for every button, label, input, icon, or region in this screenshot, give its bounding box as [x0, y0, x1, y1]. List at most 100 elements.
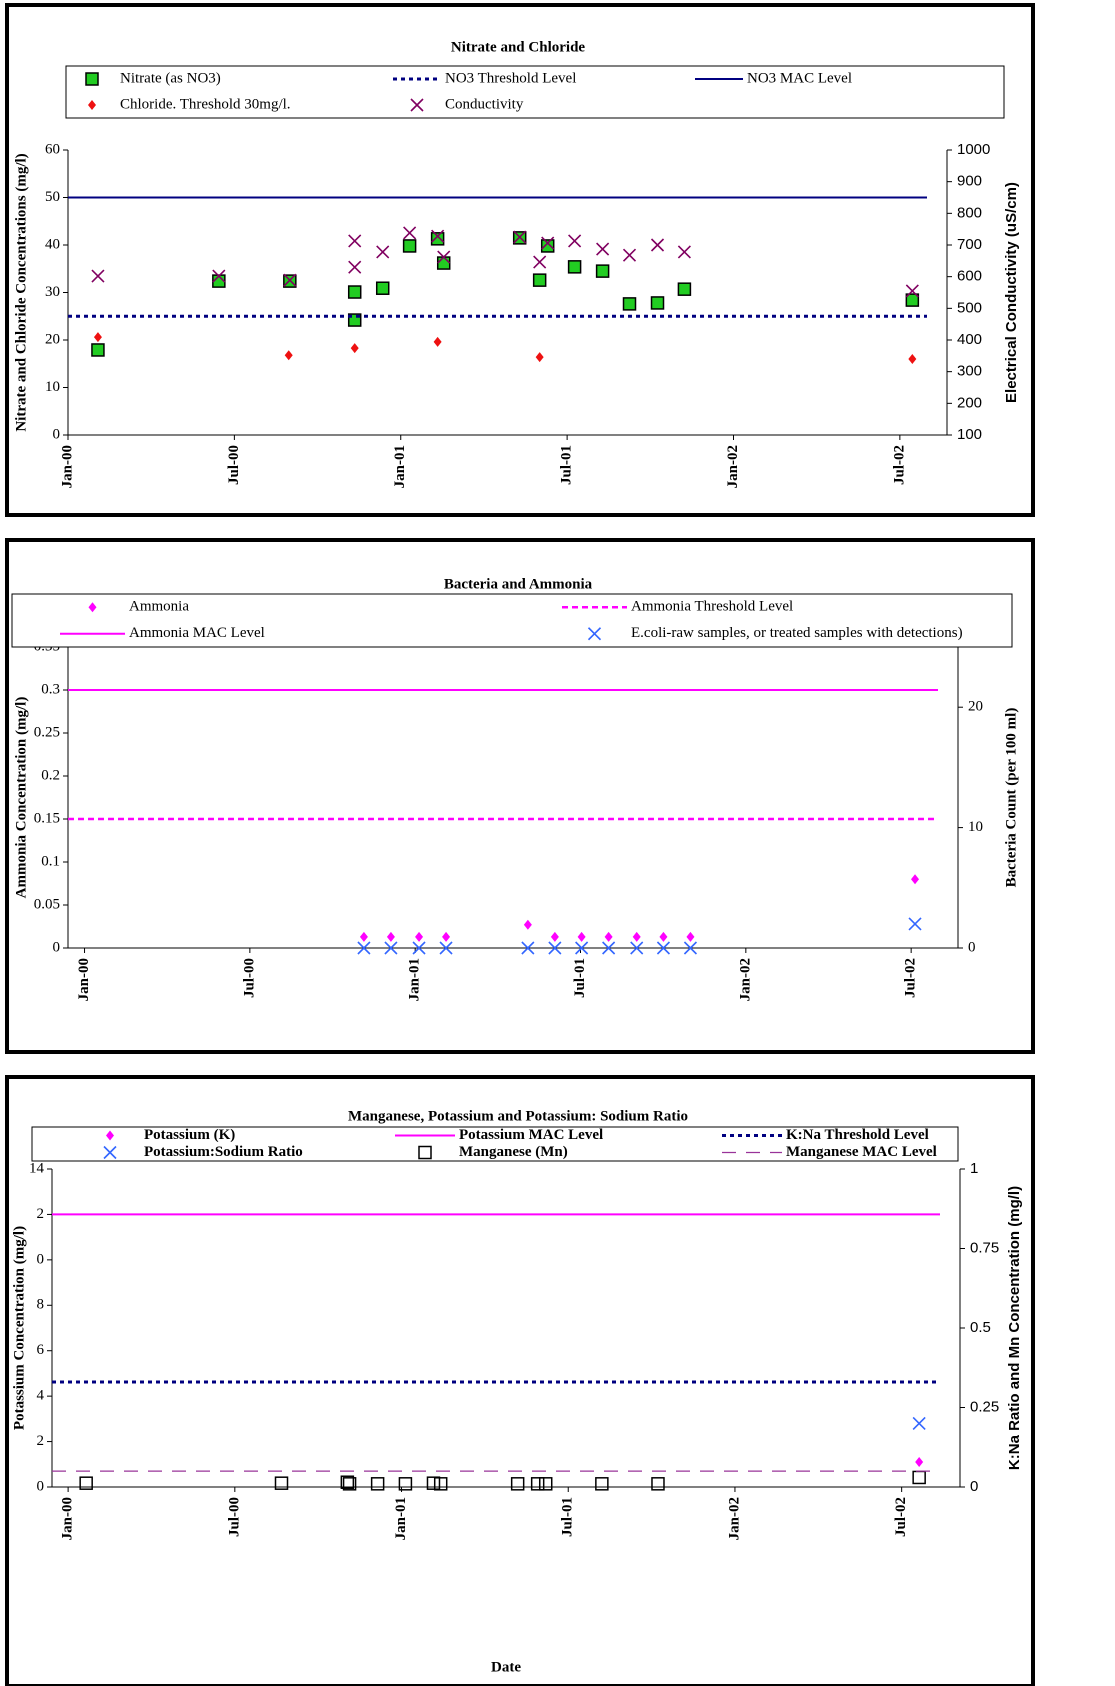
y2-tick-label: 0: [968, 939, 976, 955]
cross-marker: [541, 236, 555, 250]
diamond-marker: [604, 931, 613, 942]
y2-tick-label: 10: [968, 819, 983, 835]
cross-marker: [212, 269, 226, 283]
nitrate-marker: [91, 343, 105, 357]
nitrate-marker: [430, 232, 445, 246]
chart-frame: [5, 1075, 1035, 1686]
nitrate-marker: [677, 282, 692, 296]
chart-title: Manganese, Potassium and Potassium: Sodi…: [348, 1108, 688, 1124]
y-tick-label: 30: [45, 284, 60, 300]
cross-marker: [656, 941, 671, 955]
cross-marker: [568, 234, 582, 248]
cross-marker: [439, 941, 453, 955]
legend-box: [65, 65, 1005, 119]
diamond-marker: [523, 919, 532, 930]
diamond-marker: [915, 1457, 924, 1468]
nitrate-marker: [85, 72, 99, 86]
y2-axis-label: K:Na Ratio and Mn Concentration (mg/l): [1006, 1186, 1023, 1470]
nitrate-marker: [622, 297, 637, 311]
y-axis-label: Ammonia Concentration (mg/l): [13, 697, 29, 899]
diamond-marker: [415, 931, 424, 942]
y2-tick-label: 0: [970, 1478, 978, 1495]
square-marker: [418, 1145, 432, 1160]
x-tick-label: Jul-01: [572, 958, 588, 998]
legend-label: Manganese MAC Level: [786, 1144, 937, 1160]
legend-label: K:Na Threshold Level: [786, 1127, 929, 1143]
diamond-marker: [88, 602, 97, 613]
diamond-marker: [632, 931, 641, 942]
x-tick-label: Jan-01: [392, 445, 408, 488]
cross-marker: [376, 245, 390, 259]
y2-tick-label: 300: [957, 363, 982, 380]
cross-marker: [403, 226, 417, 240]
legend-label: Ammonia MAC Level: [129, 625, 265, 641]
y-axis-label: Potassium Concentration (mg/l): [11, 1226, 27, 1430]
y-tick-label: 10: [45, 379, 60, 395]
y-tick-label: 0.15: [34, 810, 60, 826]
chart-title: Bacteria and Ammonia: [444, 576, 593, 592]
legend-box: [31, 1126, 959, 1162]
cross-marker: [521, 941, 535, 955]
chart-frame: [5, 538, 1035, 1054]
y2-tick-label: 1: [970, 1160, 978, 1177]
nitrate-marker: [595, 264, 610, 278]
nitrate-marker: [402, 239, 417, 253]
legend-label: NO3 Threshold Level: [445, 70, 576, 86]
square-marker: [370, 1477, 385, 1491]
cross-marker: [412, 941, 426, 955]
diamond-marker: [535, 352, 544, 363]
diamond-marker: [386, 931, 395, 942]
y-tick-label: 2: [37, 1206, 45, 1222]
cross-marker: [912, 1416, 926, 1430]
y-tick-label: 8: [37, 1297, 45, 1313]
y-tick-label: 6: [37, 1342, 45, 1358]
y-tick-label: 20: [45, 331, 60, 347]
diamond-marker: [577, 931, 586, 942]
diamond-marker: [911, 874, 920, 885]
cross-marker: [533, 255, 547, 269]
y2-tick-label: 0.25: [970, 1398, 999, 1415]
legend-box: [11, 593, 1013, 648]
legend-label: Ammonia Threshold Level: [631, 599, 793, 615]
y2-tick-label: 800: [957, 204, 982, 221]
cross-marker: [575, 941, 589, 955]
x-tick-label: Jan-02: [737, 958, 753, 1001]
y-tick-label: 0: [53, 939, 61, 955]
y-tick-label: 4: [37, 1388, 45, 1404]
cross-marker: [650, 238, 665, 252]
legend-label: Potassium (K): [144, 1127, 235, 1143]
y2-tick-label: 0.75: [970, 1239, 999, 1256]
square-marker: [530, 1477, 545, 1491]
square-marker: [595, 1477, 609, 1491]
cross-marker: [596, 242, 610, 256]
cross-marker: [630, 941, 644, 955]
y2-tick-label: 100: [957, 426, 982, 443]
diamond-marker: [433, 336, 442, 347]
y-axis-label: Nitrate and Chloride Concentrations (mg/…: [13, 153, 29, 431]
legend-label: Chloride. Threshold 30mg/l.: [120, 96, 291, 112]
y-tick-label: 0: [53, 426, 61, 442]
diamond-marker: [106, 1130, 114, 1141]
square-marker: [433, 1477, 448, 1491]
cross-marker: [91, 269, 105, 283]
nitrate-marker: [567, 260, 582, 274]
y2-tick-label: 700: [957, 236, 982, 253]
diamond-marker: [550, 931, 559, 942]
x-tick-label: Jul-02: [903, 958, 919, 998]
square-marker: [510, 1477, 525, 1491]
y2-axis-label: Electrical Conductivity (uS/cm): [1003, 182, 1020, 403]
x-tick-label: Jan-00: [60, 1497, 76, 1540]
y-tick-label: 0.25: [34, 724, 60, 740]
cross-marker: [103, 1145, 117, 1160]
y-tick-label: 0: [37, 1478, 45, 1494]
legend-label: Nitrate (as NO3): [120, 70, 221, 86]
y2-tick-label: 200: [957, 394, 982, 411]
y-tick-label: 0: [37, 1251, 45, 1267]
cross-marker: [437, 250, 451, 264]
nitrate-marker: [375, 281, 390, 295]
cross-marker: [905, 284, 919, 298]
legend-label: Ammonia: [129, 599, 189, 615]
cross-marker: [908, 917, 922, 931]
y-tick-label: 50: [45, 189, 60, 205]
cross-marker: [683, 941, 698, 955]
